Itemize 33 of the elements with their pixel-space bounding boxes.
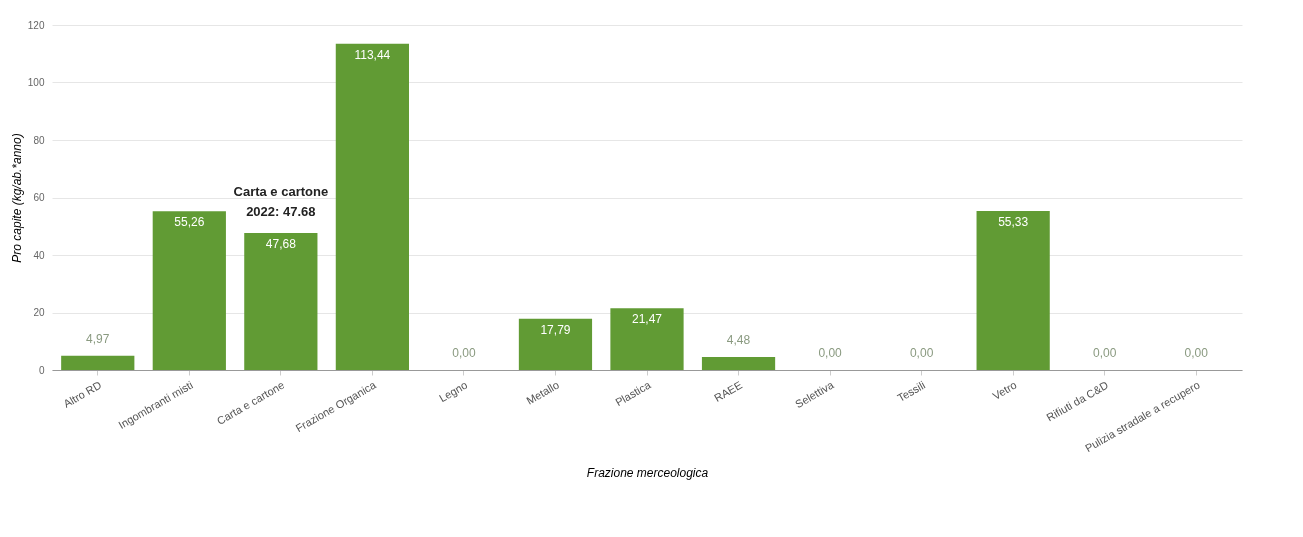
- bar: [152, 211, 226, 370]
- annotation: Carta e cartone 2022: 47.68: [233, 183, 329, 219]
- y-tick-label: 80: [33, 134, 45, 146]
- data-label: 113,44: [354, 47, 391, 62]
- y-tick-label: 100: [27, 77, 45, 88]
- data-label: 4,97: [86, 331, 110, 346]
- bar: [701, 357, 776, 370]
- y-tick-label: 40: [33, 249, 45, 261]
- bar: [244, 232, 318, 370]
- y-tick-label: 60: [33, 192, 45, 203]
- bar: [335, 43, 409, 370]
- data-label: 55,26: [174, 215, 205, 230]
- bar: [976, 210, 1050, 370]
- data-label: 47,68: [265, 236, 297, 251]
- data-label: 21,47: [631, 312, 663, 327]
- data-label: 0,00: [909, 346, 934, 360]
- bar: [61, 355, 135, 370]
- bar: [518, 318, 593, 370]
- data-label: 55,33: [998, 214, 1029, 229]
- bar: [610, 308, 684, 370]
- data-label: 0,00: [1093, 346, 1117, 360]
- data-label: 0,00: [1184, 346, 1209, 360]
- x-tick-label: Vetro: [990, 378, 1019, 402]
- x-axis-title: Frazione merceologica: [586, 466, 709, 481]
- x-tick-label: Altro RD: [61, 378, 104, 410]
- data-label: 4,48: [726, 333, 751, 348]
- data-label: 17,79: [540, 322, 571, 337]
- y-tick-label: 20: [33, 307, 45, 318]
- y-tick-label: 120: [27, 19, 45, 31]
- data-label: 0,00: [818, 346, 843, 360]
- y-tick-label: 0: [38, 364, 45, 376]
- data-label: 0,00: [452, 346, 476, 360]
- y-axis-title: Pro capite (kg/ab.*anno): [9, 133, 24, 263]
